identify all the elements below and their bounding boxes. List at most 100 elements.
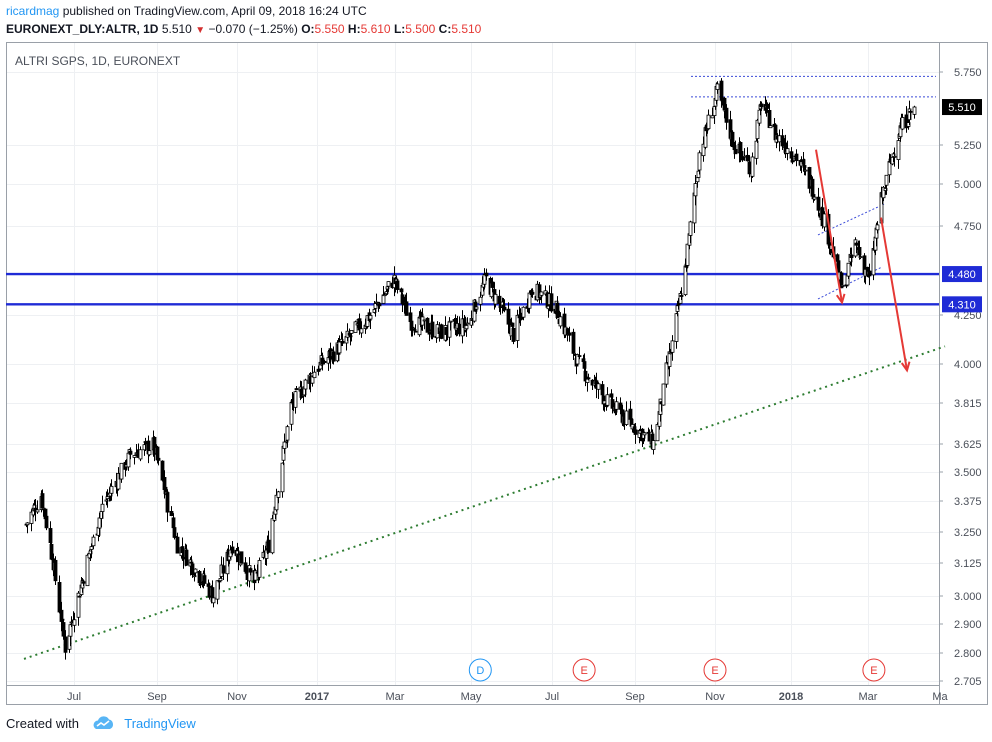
candle-body (633, 429, 638, 435)
low-label: L: (393, 22, 406, 36)
candle-body (377, 303, 382, 307)
x-tick-label: Mar (386, 691, 405, 703)
candle-body (614, 401, 619, 410)
created-with-text: Created with (6, 716, 79, 731)
candle-body (68, 624, 73, 637)
candle-body (63, 636, 68, 653)
candle-body (293, 391, 298, 408)
y-tick-label: 3.375 (954, 496, 982, 508)
candle-body (399, 288, 404, 293)
red-arrow-1 (815, 149, 843, 303)
price-chart[interactable]: ALTRI SGPS, 1D, EURONEXT 5.750 5.250 5.000… (6, 42, 988, 705)
x-tick-label: 2018 (779, 691, 803, 703)
candle-body (693, 183, 698, 197)
candle-body (715, 83, 720, 90)
candle-body (840, 284, 845, 287)
candle-body (750, 156, 755, 177)
candle-body (285, 426, 290, 441)
x-tick-label: Jul (67, 691, 81, 703)
candle-body (464, 325, 469, 330)
candle-body (85, 554, 90, 587)
candle-body (116, 473, 121, 490)
candle-body (730, 131, 735, 148)
event-marker-label: E (870, 665, 877, 677)
price-change: −0.070 (−1.25%) (208, 22, 298, 36)
candle-body (221, 565, 226, 574)
x-tick-label: Nov (227, 691, 247, 703)
candle-body (900, 117, 905, 130)
candle-body (812, 196, 817, 200)
candle-body (755, 119, 760, 140)
candle-body (493, 293, 498, 305)
candle-body (676, 303, 681, 306)
candle-body (175, 536, 180, 554)
candle-body (780, 135, 785, 147)
candle-body (29, 511, 34, 524)
candle-body (777, 135, 782, 143)
candle-body (410, 326, 415, 329)
tradingview-link[interactable]: TradingView (124, 716, 196, 731)
candle-body (785, 148, 790, 154)
candle-body (303, 379, 308, 390)
author-link[interactable]: ricardmag (6, 4, 60, 18)
candle-body (706, 114, 711, 129)
candle-body (655, 424, 660, 442)
y-tick-label: 2.800 (954, 648, 982, 660)
candle-body (184, 549, 189, 566)
price-labels: 5.510 4.480 4.310 (942, 99, 982, 313)
candle-body (474, 306, 479, 310)
y-tick-label: 4.750 (954, 221, 982, 233)
candle-body (710, 115, 715, 119)
symbol-info: EURONEXT_DLY:ALTR, 1D 5.510 ▼ −0.070 (−1… (6, 22, 481, 36)
candle-body (539, 291, 544, 296)
candle-body (768, 125, 773, 129)
candle-body (733, 149, 738, 155)
time-axis[interactable]: Jul Sep Nov 2017 Mar May Jul Sep Nov 2018 Mar Ma (67, 691, 949, 703)
candle-body (91, 536, 96, 547)
candle-body (381, 294, 386, 304)
price-label-bg (942, 266, 982, 283)
candle-body (81, 581, 86, 584)
candle-body (357, 318, 362, 331)
candle-body (48, 528, 53, 544)
candle-body (530, 291, 535, 295)
chart-container[interactable]: ALTRI SGPS, 1D, EURONEXT 5.750 5.250 5.000… (6, 42, 988, 705)
candle-body (310, 372, 315, 384)
candle-body (193, 568, 198, 574)
x-tick-label: Mar (859, 691, 878, 703)
candle-body (854, 242, 859, 246)
y-tick-label: 2.900 (954, 619, 982, 631)
candle-body (712, 106, 717, 116)
candle-body (430, 321, 435, 338)
candle-body (211, 597, 216, 604)
price-axis[interactable]: 5.750 5.250 5.000 4.750 4.250 4.000 3.815 3.625… (939, 67, 982, 688)
candle-body (664, 362, 669, 385)
price-label-bg (942, 99, 982, 116)
candle-body (404, 301, 409, 316)
candle-body (373, 303, 378, 309)
candle-body (846, 262, 851, 277)
price-label-text: 5.510 (948, 102, 976, 114)
candle-body (618, 402, 623, 410)
candles (24, 78, 917, 660)
dividend-marker (468, 658, 492, 682)
y-tick-label: 5.750 (954, 67, 982, 79)
close-value: 5.510 (451, 22, 482, 36)
chart-border (6, 42, 988, 705)
candle-body (515, 314, 520, 341)
candle-body (25, 522, 30, 526)
down-arrow-icon: ▼ (195, 25, 206, 36)
candle-body (264, 549, 269, 559)
tradingview-cloud-icon[interactable] (91, 716, 115, 733)
drawings-over (815, 149, 911, 373)
candle-body (132, 455, 137, 458)
candle-body (858, 256, 863, 259)
candle-body (340, 340, 345, 344)
candle-body (667, 351, 672, 367)
candle-body (53, 559, 58, 582)
publish-info: ricardmag published on TradingView.com, … (6, 4, 367, 18)
candle-body (510, 322, 515, 327)
y-tick-label: 5.000 (954, 179, 982, 191)
candle-body (61, 622, 66, 637)
earnings-marker (572, 658, 596, 682)
